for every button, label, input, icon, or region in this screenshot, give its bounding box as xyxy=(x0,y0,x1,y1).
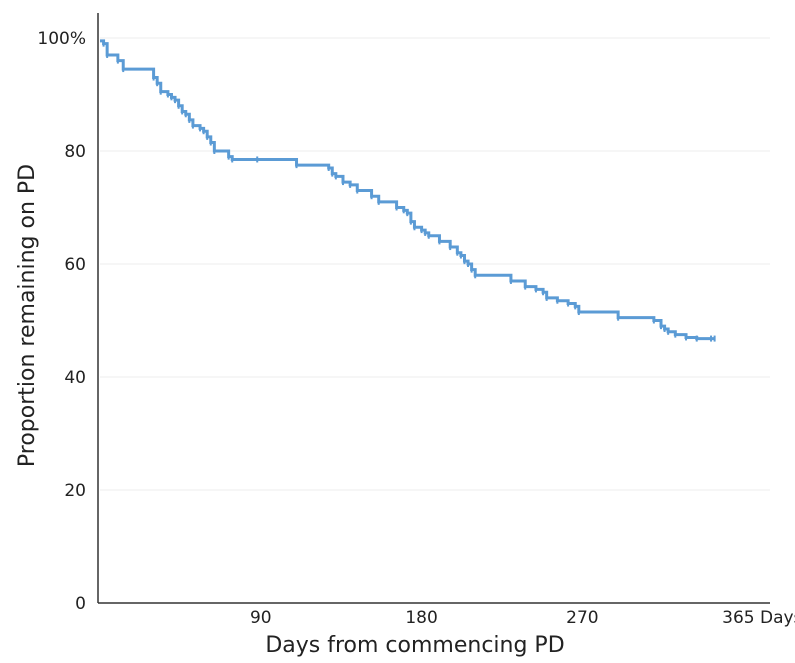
y-tick-label: 20 xyxy=(64,481,86,501)
gridlines xyxy=(100,37,770,491)
x-tick-label: 180 xyxy=(405,608,437,628)
y-tick-label: 60 xyxy=(64,255,86,275)
y-tick-label: 40 xyxy=(64,368,86,388)
series-layer xyxy=(100,39,716,342)
axes xyxy=(97,13,770,604)
x-tick-labels: 90 180 270 365 Days xyxy=(250,608,795,628)
x-tick-label: 365 Days xyxy=(722,608,795,628)
x-tick-label: 270 xyxy=(566,608,598,628)
y-axis-title: Proportion remaining on PD xyxy=(15,164,40,467)
x-axis-title: Days from commencing PD xyxy=(265,633,564,658)
y-tick-label: 80 xyxy=(64,142,86,162)
y-tick-labels: 0 20 40 60 80 100% xyxy=(37,29,86,614)
survival-step-line xyxy=(100,39,715,341)
y-tick-label: 0 xyxy=(75,594,86,614)
x-tick-label: 90 xyxy=(250,608,272,628)
y-tick-label: 100% xyxy=(37,29,86,49)
